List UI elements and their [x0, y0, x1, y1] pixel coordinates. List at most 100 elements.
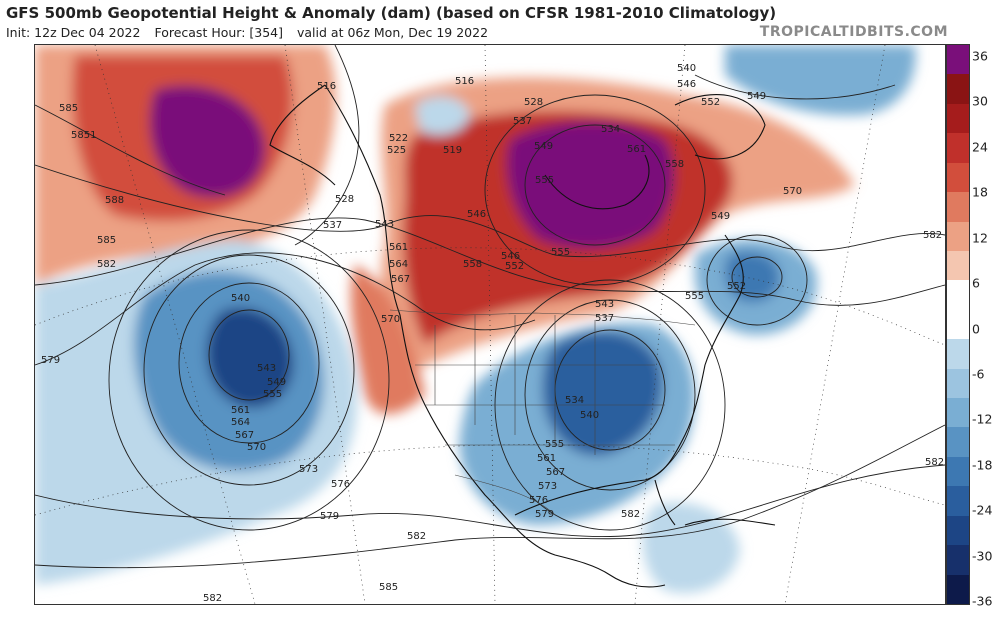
- contour-label: 555: [263, 389, 282, 400]
- contour-label: 528: [524, 97, 543, 108]
- colorbar-tick-label: 6: [972, 275, 980, 291]
- anomaly-map: 585 5851 588 585 582 579 540 543 549 555 561 564 567…: [34, 44, 946, 605]
- colorbar-tick-label: 24: [972, 139, 988, 155]
- contour-label: 564: [389, 259, 408, 270]
- greenland-coast: [674, 94, 766, 160]
- contour-label: 582: [621, 509, 640, 520]
- contour-label: 570: [783, 186, 802, 197]
- warm-anomaly-pacific-peak: [149, 85, 266, 198]
- contour-label: 585: [379, 582, 398, 593]
- colorbar-swatch: [947, 398, 969, 428]
- contour-label: 561: [627, 144, 646, 155]
- contour-label: 555: [535, 175, 554, 186]
- alaska-coast: [269, 84, 336, 186]
- colorbar-swatch: [947, 280, 969, 310]
- contour-label: 582: [923, 230, 942, 241]
- contour-label: 546: [677, 79, 696, 90]
- north-america-coast: [324, 84, 666, 588]
- contour-label: 576: [529, 495, 548, 506]
- contour-label: 555: [545, 439, 564, 450]
- contour-label: 534: [565, 395, 584, 406]
- colorbar-swatch: [947, 456, 969, 487]
- colorbar-swatch: [947, 45, 969, 75]
- forecast-info: Init: 12z Dec 04 2022 Forecast Hour: [35…: [6, 25, 498, 40]
- cool-anomaly-caribbean: [642, 502, 740, 594]
- contour-label: 567: [546, 467, 565, 478]
- contour-label: 546: [501, 251, 520, 262]
- contour-label: 558: [463, 259, 482, 270]
- contour-label: 582: [203, 593, 222, 604]
- cool-anomaly-atlantic-core: [724, 251, 780, 303]
- map-canvas: 5855851588585582579540543549555561564567…: [35, 45, 945, 604]
- colorbar-swatch: [947, 368, 969, 399]
- coastlines: [269, 84, 776, 588]
- contour-label: 573: [299, 464, 318, 475]
- height-contours: [35, 45, 945, 569]
- contour-label: 570: [247, 442, 266, 453]
- contour-label: 549: [711, 211, 730, 222]
- colorbar-tick-label: -24: [972, 502, 993, 518]
- valid-time: valid at 06z Mon, Dec 19 2022: [297, 25, 489, 40]
- colorbar-swatch: [947, 250, 969, 281]
- colorbar-swatch: [947, 545, 969, 575]
- contour-label: 516: [455, 76, 474, 87]
- anomaly-colorbar: [946, 44, 970, 605]
- contour-label: 552: [505, 261, 524, 272]
- warm-anomaly-west-coast: [350, 265, 425, 414]
- hudson-bay: [544, 154, 650, 210]
- political-borders: [389, 309, 696, 516]
- gulf-coast: [514, 234, 744, 516]
- forecast-hour: Forecast Hour: [354]: [154, 25, 284, 40]
- contour-label: 561: [231, 405, 250, 416]
- contour-label: 540: [677, 63, 696, 74]
- contour-label: 540: [231, 293, 250, 304]
- colorbar-swatch: [947, 221, 969, 251]
- colorbar-swatch: [947, 486, 969, 516]
- contour-label: 5851: [71, 130, 96, 141]
- contour-label: 588: [105, 195, 124, 206]
- anomaly-shading: [35, 45, 916, 594]
- contour-label: 579: [320, 511, 339, 522]
- contour-label: 525: [387, 145, 406, 156]
- contour-label: 567: [391, 274, 410, 285]
- florida: [654, 479, 676, 526]
- colorbar-swatch: [947, 309, 969, 340]
- colorbar-tick-label: -6: [972, 366, 985, 382]
- contour-label: 579: [41, 355, 60, 366]
- brand-watermark: TROPICALTIDBITS.COM: [759, 24, 948, 40]
- contour-label: 576: [331, 479, 350, 490]
- contour-label: 579: [535, 509, 554, 520]
- contour-label: 561: [389, 242, 408, 253]
- warm-anomaly-hudson-peak: [506, 121, 674, 249]
- colorbar-swatch: [947, 162, 969, 193]
- contour-label: 585: [97, 235, 116, 246]
- contour-label: 537: [323, 220, 342, 231]
- colorbar-tick-label: 18: [972, 184, 988, 200]
- contour-label: 561: [537, 453, 556, 464]
- contour-label: 573: [538, 481, 557, 492]
- contour-label: 546: [467, 209, 486, 220]
- cool-anomaly-pacific-core: [206, 307, 294, 408]
- contour-label: 555: [551, 247, 570, 258]
- contour-label: 564: [231, 417, 250, 428]
- lat-lon-grid: [35, 45, 945, 604]
- contour-label: 522: [389, 133, 408, 144]
- colorbar-swatch: [947, 192, 969, 222]
- cuba: [684, 518, 776, 526]
- contour-label: 537: [595, 313, 614, 324]
- contour-label: 558: [665, 159, 684, 170]
- colorbar-swatch: [947, 133, 969, 163]
- contour-label: 567: [235, 430, 254, 441]
- colorbar-tick-label: 36: [972, 48, 988, 64]
- contour-label: 528: [335, 194, 354, 205]
- contour-labels: 5855851588585582579540543549555561564567…: [41, 63, 944, 604]
- contour-label: 552: [727, 281, 746, 292]
- contour-label: 549: [747, 91, 766, 102]
- init-time: Init: 12z Dec 04 2022: [6, 25, 141, 40]
- contour-label: 582: [97, 259, 116, 270]
- contour-label: 549: [534, 141, 553, 152]
- contour-label: 552: [701, 97, 720, 108]
- colorbar-tick-label: 12: [972, 230, 988, 246]
- colorbar-swatch: [947, 74, 969, 104]
- contour-label: 519: [443, 145, 462, 156]
